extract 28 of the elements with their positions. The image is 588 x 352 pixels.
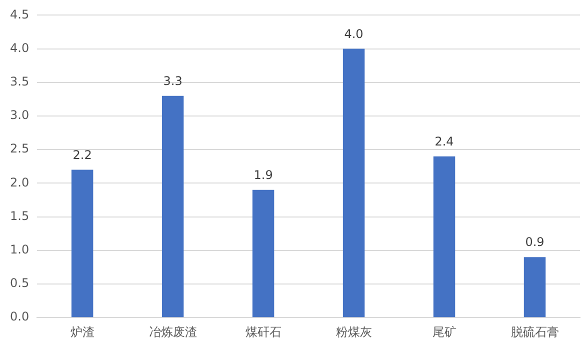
data-label: 2.2	[72, 148, 92, 162]
y-tick-label: 0.0	[10, 310, 30, 324]
bar	[252, 190, 274, 318]
y-tick-label: 2.0	[10, 175, 30, 190]
data-label: 1.9	[254, 168, 273, 182]
bar	[71, 170, 94, 318]
y-tick-label: 3.5	[10, 74, 30, 89]
x-tick-label: 炉渣	[70, 324, 94, 339]
y-tick-label: 3.0	[10, 108, 30, 122]
x-tick-label: 冶炼废渣	[148, 324, 197, 339]
x-tick-label: 脱硫石膏	[510, 324, 559, 339]
y-tick-label: 0.5	[10, 276, 30, 290]
data-label: 4.0	[344, 26, 364, 41]
bar	[433, 156, 456, 318]
data-label: 0.9	[525, 235, 544, 250]
data-label: 2.4	[434, 134, 454, 148]
y-tick-label: 2.5	[10, 142, 30, 156]
y-tick-label: 4.0	[10, 40, 30, 55]
x-tick-label: 粉煤灰	[336, 324, 372, 339]
bar	[524, 257, 546, 318]
x-tick-label: 尾矿	[432, 324, 456, 339]
y-tick-label: 1.0	[10, 242, 30, 257]
y-tick-label: 4.5	[10, 7, 30, 22]
bar	[162, 96, 184, 318]
data-label: 3.3	[163, 74, 182, 88]
bar	[342, 48, 365, 318]
y-tick-label: 1.5	[10, 208, 30, 223]
x-tick-label: 煤矸石	[245, 324, 282, 339]
